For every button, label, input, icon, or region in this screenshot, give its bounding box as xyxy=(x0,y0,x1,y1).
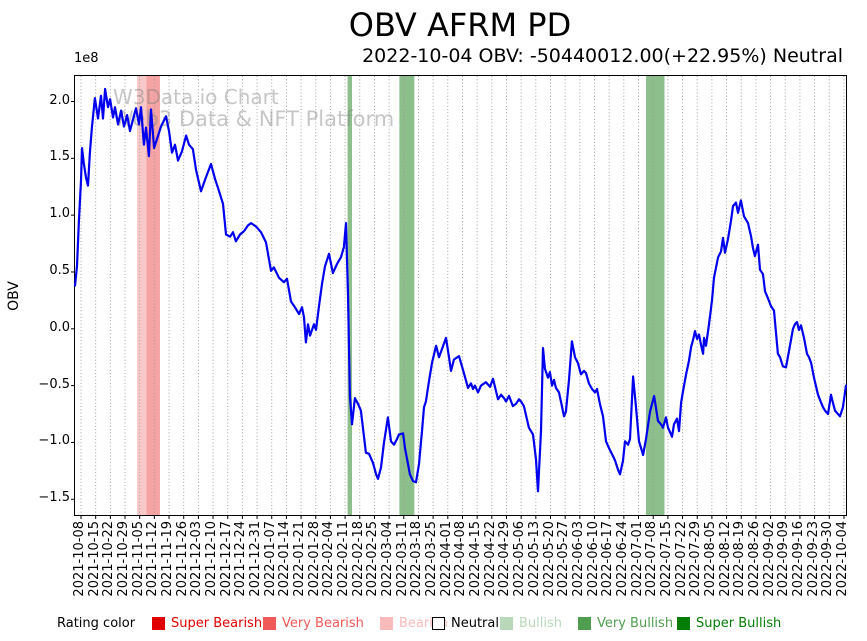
legend-title: Rating color xyxy=(57,616,136,631)
legend-swatch xyxy=(500,617,513,630)
x-tick-label: 2021-10-08 xyxy=(72,521,87,597)
legend-swatch xyxy=(152,617,165,630)
x-tick-label: 2022-04-01 xyxy=(438,521,454,597)
x-tick-label: 2022-08-19 xyxy=(732,521,748,597)
legend-label: Super Bearish xyxy=(171,616,263,631)
x-tick-label: 2021-10-15 xyxy=(86,521,102,597)
y-tick-label: 1.5 xyxy=(49,149,70,165)
x-tick-label: 2022-07-22 xyxy=(673,521,689,597)
legend-item: Super Bullish xyxy=(677,616,781,631)
x-tick-label: 2021-12-31 xyxy=(248,521,264,597)
x-tick-label: 2022-06-24 xyxy=(614,521,630,597)
x-tick-label: 2022-01-07 xyxy=(262,521,278,597)
x-tick-label: 2022-04-15 xyxy=(468,521,484,597)
x-tick-label: 2022-02-18 xyxy=(350,521,366,597)
x-tick-label: 2022-09-30 xyxy=(820,521,836,597)
x-tick-label: 2022-05-13 xyxy=(526,521,542,597)
x-tick-label: 2022-07-15 xyxy=(658,521,674,597)
x-tick-label: 2021-11-12 xyxy=(145,521,161,597)
y-axis-offset-label: 1e8 xyxy=(74,51,99,66)
x-tick-label: 2022-02-25 xyxy=(365,521,381,597)
x-tick-label: 2022-05-20 xyxy=(541,521,557,597)
legend-item: Neutral xyxy=(432,616,499,631)
x-tick-label: 2022-04-29 xyxy=(497,521,513,597)
legend-swatch xyxy=(677,617,690,630)
x-tick-label: 2022-03-11 xyxy=(394,521,410,597)
x-tick-label: 2022-03-04 xyxy=(380,521,396,597)
legend-label: Very Bullish xyxy=(597,616,674,631)
legend-label: Super Bullish xyxy=(696,616,782,631)
chart-subtitle: 2022-10-04 OBV: -50440012.00(+22.95%) Ne… xyxy=(362,45,843,67)
legend-swatch xyxy=(578,617,591,630)
x-tick-label: 2022-04-22 xyxy=(482,521,498,597)
legend-label: Neutral xyxy=(451,616,499,631)
x-tick-label: 2022-01-14 xyxy=(277,521,293,597)
x-tick-label: 2022-09-23 xyxy=(805,521,821,597)
x-tick-label: 2021-12-17 xyxy=(218,521,234,597)
y-axis-label: OBV xyxy=(6,281,22,311)
obv-line-layer xyxy=(73,87,848,493)
x-tick-label: 2022-07-01 xyxy=(629,521,645,597)
rating-band xyxy=(137,76,147,515)
y-tick-label: 2.0 xyxy=(49,92,70,108)
x-tick-label: 2022-06-17 xyxy=(600,521,616,597)
y-tick-label: −0.5 xyxy=(38,376,70,392)
x-tick-label: 2022-10-04 xyxy=(834,521,850,597)
rating-color-legend: Rating color Super Bearish Very Bearish Be… xyxy=(0,616,867,636)
x-tick-label: 2022-06-03 xyxy=(570,521,586,597)
x-tick-label: 2021-10-29 xyxy=(116,521,132,597)
x-tick-label: 2021-12-24 xyxy=(233,521,249,597)
x-tick-label: 2022-01-28 xyxy=(306,521,322,597)
x-tick-label: 2022-02-11 xyxy=(336,521,352,597)
legend-item: Very Bullish xyxy=(578,616,673,631)
rating-band xyxy=(347,76,352,515)
x-tick-label: 2022-04-08 xyxy=(453,521,469,597)
x-tick-label: 2022-05-06 xyxy=(512,521,528,597)
y-tick-label: −1.0 xyxy=(38,433,70,449)
legend-item: Bullish xyxy=(500,616,562,631)
x-tick-label: 2022-08-05 xyxy=(702,521,718,597)
x-tick-label: 2022-08-26 xyxy=(746,521,762,597)
x-tick-label: 2021-11-26 xyxy=(174,521,190,597)
legend-item: Super Bearish xyxy=(152,616,262,631)
x-tick-label: 2021-11-19 xyxy=(160,521,176,597)
legend-label: Very Bearish xyxy=(282,616,364,631)
x-tick-label: 2022-03-25 xyxy=(424,521,440,597)
x-tick-label: 2021-12-03 xyxy=(189,521,205,597)
x-tick-label: 2022-08-12 xyxy=(717,521,733,597)
x-tick-label: 2021-12-10 xyxy=(204,521,220,597)
legend-item: Very Bearish xyxy=(263,616,364,631)
y-tick-label: −1.5 xyxy=(38,490,70,506)
x-tick-label: 2021-10-22 xyxy=(101,521,117,597)
x-tick-label: 2022-03-18 xyxy=(409,521,425,597)
rating-band xyxy=(146,76,160,515)
x-tick-label: 2022-09-02 xyxy=(761,521,777,597)
rating-band xyxy=(399,76,415,515)
x-tick-label: 2021-11-05 xyxy=(130,521,146,597)
x-tick-label: 2022-01-21 xyxy=(292,521,308,597)
obv-line xyxy=(73,87,848,493)
x-tick-label: 2022-09-09 xyxy=(776,521,792,597)
x-tick-label: 2022-05-27 xyxy=(556,521,572,597)
y-tick-label: 0.0 xyxy=(49,319,70,335)
y-tick-label: 0.5 xyxy=(49,262,70,278)
chart-title: OBV AFRM PD xyxy=(348,6,572,44)
legend-label: Bullish xyxy=(519,616,563,631)
plot-area: W3Data.io Chart Web3 Data & NFT Platform xyxy=(71,75,848,519)
x-tick-label: 2022-07-08 xyxy=(644,521,660,597)
y-tick-label: 1.0 xyxy=(49,206,70,222)
legend-swatch xyxy=(432,617,445,630)
legend-swatch xyxy=(263,617,276,630)
x-tick-label: 2022-02-04 xyxy=(321,521,337,597)
x-tick-label: 2022-09-16 xyxy=(790,521,806,597)
x-tick-label: 2022-07-29 xyxy=(688,521,704,597)
x-tick-label: 2022-06-10 xyxy=(585,521,601,597)
legend-swatch xyxy=(380,617,393,630)
